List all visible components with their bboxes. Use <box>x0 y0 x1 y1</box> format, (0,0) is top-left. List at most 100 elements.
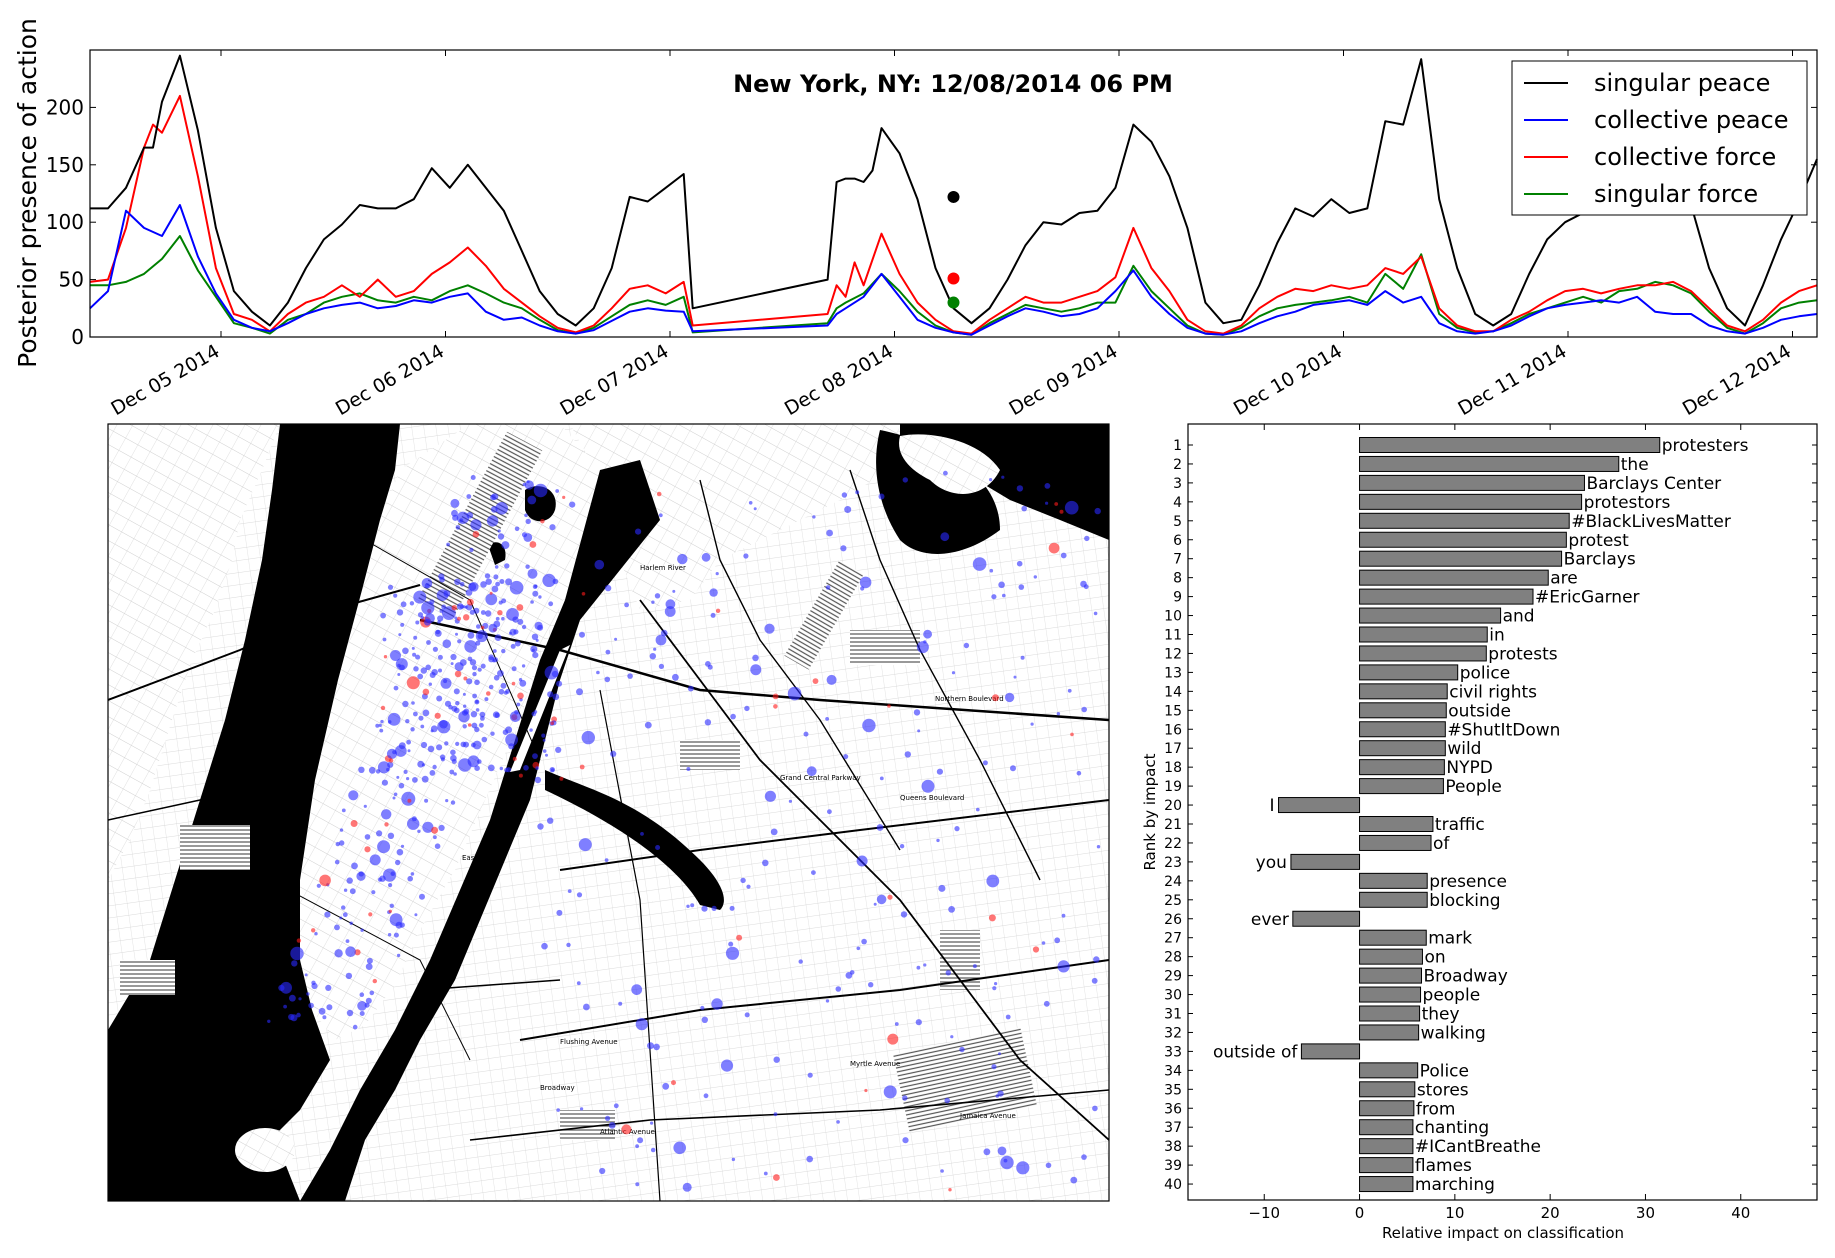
peace-point <box>921 779 935 793</box>
peace-point <box>432 764 437 770</box>
y-tick-label: 50 <box>59 268 84 292</box>
force-point <box>463 614 470 621</box>
peace-point <box>472 693 477 699</box>
peace-point <box>488 684 494 690</box>
peace-point <box>467 631 475 639</box>
peace-point <box>531 633 539 640</box>
peace-point <box>484 573 491 579</box>
force-point <box>383 655 388 659</box>
force-point <box>472 531 480 538</box>
peace-point <box>508 631 512 635</box>
peace-point <box>951 671 956 675</box>
peace-point <box>494 634 502 641</box>
impact-bar <box>1359 437 1661 453</box>
peace-point <box>555 489 560 493</box>
peace-point <box>811 870 816 875</box>
peace-point <box>378 723 382 728</box>
peace-point <box>334 924 340 931</box>
peace-point <box>424 583 430 588</box>
force-point <box>948 1188 952 1192</box>
bar-word-label: are <box>1550 569 1578 589</box>
bar-y-tick-label: 5 <box>1173 514 1182 530</box>
peace-point <box>488 654 494 660</box>
peace-point <box>366 957 373 964</box>
peace-point <box>356 871 366 881</box>
peace-point <box>788 799 793 803</box>
peace-point <box>704 719 712 726</box>
peace-point <box>393 792 398 797</box>
peace-point <box>627 673 633 679</box>
map-label-broadway: Broadway <box>540 1084 575 1092</box>
peace-point <box>569 501 576 508</box>
peace-point <box>505 578 513 586</box>
peace-point <box>434 843 441 849</box>
peace-point <box>490 731 495 736</box>
peace-point <box>576 892 583 898</box>
peace-point <box>649 653 656 660</box>
peace-point <box>382 637 387 642</box>
peace-point <box>658 663 665 670</box>
bar-word-label: the <box>1621 455 1649 475</box>
bar-y-tick-label: 18 <box>1164 760 1182 776</box>
peace-point <box>436 695 443 702</box>
bar-y-tick-label: 27 <box>1164 931 1182 947</box>
peace-point <box>635 528 642 535</box>
peace-point <box>1054 937 1061 944</box>
peace-point <box>407 875 414 882</box>
peace-point <box>904 751 911 758</box>
peace-point <box>458 758 472 772</box>
peace-point <box>532 652 539 659</box>
peace-point <box>511 666 517 672</box>
peace-point <box>653 647 657 651</box>
peace-point <box>567 889 572 893</box>
force-point <box>772 693 779 700</box>
peace-point <box>923 963 927 967</box>
map-park <box>680 740 740 770</box>
legend-box <box>1511 60 1808 216</box>
peace-point <box>1083 584 1089 590</box>
peace-point <box>420 667 427 674</box>
bar-y-tick-label: 16 <box>1164 722 1182 738</box>
impact-bar <box>1359 1119 1414 1136</box>
legend-label: singular force <box>1594 180 1758 208</box>
peace-point <box>450 662 454 666</box>
peace-point <box>358 766 365 773</box>
peace-point <box>826 674 837 685</box>
peace-point <box>501 598 507 604</box>
bar-y-tick-label: 28 <box>1164 950 1182 966</box>
bar-y-tick-label: 7 <box>1173 552 1182 568</box>
peace-point <box>395 859 401 866</box>
peace-point <box>746 884 751 889</box>
peace-point <box>940 1169 944 1173</box>
peace-point <box>480 581 487 588</box>
map-new-jersey <box>108 424 280 880</box>
force-point <box>671 1080 676 1086</box>
map-frame <box>107 423 1110 1202</box>
peace-point <box>1020 655 1025 660</box>
peace-point <box>1093 956 1100 963</box>
peace-point <box>291 960 298 967</box>
peace-point <box>387 712 401 726</box>
peace-point <box>491 585 499 593</box>
force-point <box>497 610 503 616</box>
peace-point <box>635 1182 640 1187</box>
peace-point <box>720 1059 734 1072</box>
peace-point <box>923 629 932 639</box>
peace-point <box>660 629 668 637</box>
peace-point <box>444 700 452 707</box>
peace-point <box>409 601 415 606</box>
peace-point <box>506 767 512 773</box>
peace-point <box>534 776 542 784</box>
impact-bar <box>1359 986 1422 1003</box>
peace-point <box>1018 584 1025 590</box>
peace-point <box>519 679 527 687</box>
peace-point <box>474 699 480 705</box>
peace-point <box>349 921 353 925</box>
bar-word-label: NYPD <box>1446 758 1492 778</box>
peace-point <box>471 665 478 671</box>
bar-word-label: they <box>1422 1005 1460 1025</box>
peace-point <box>481 736 488 743</box>
peace-point <box>512 616 519 623</box>
peace-point <box>454 616 458 620</box>
peace-point <box>991 594 997 600</box>
